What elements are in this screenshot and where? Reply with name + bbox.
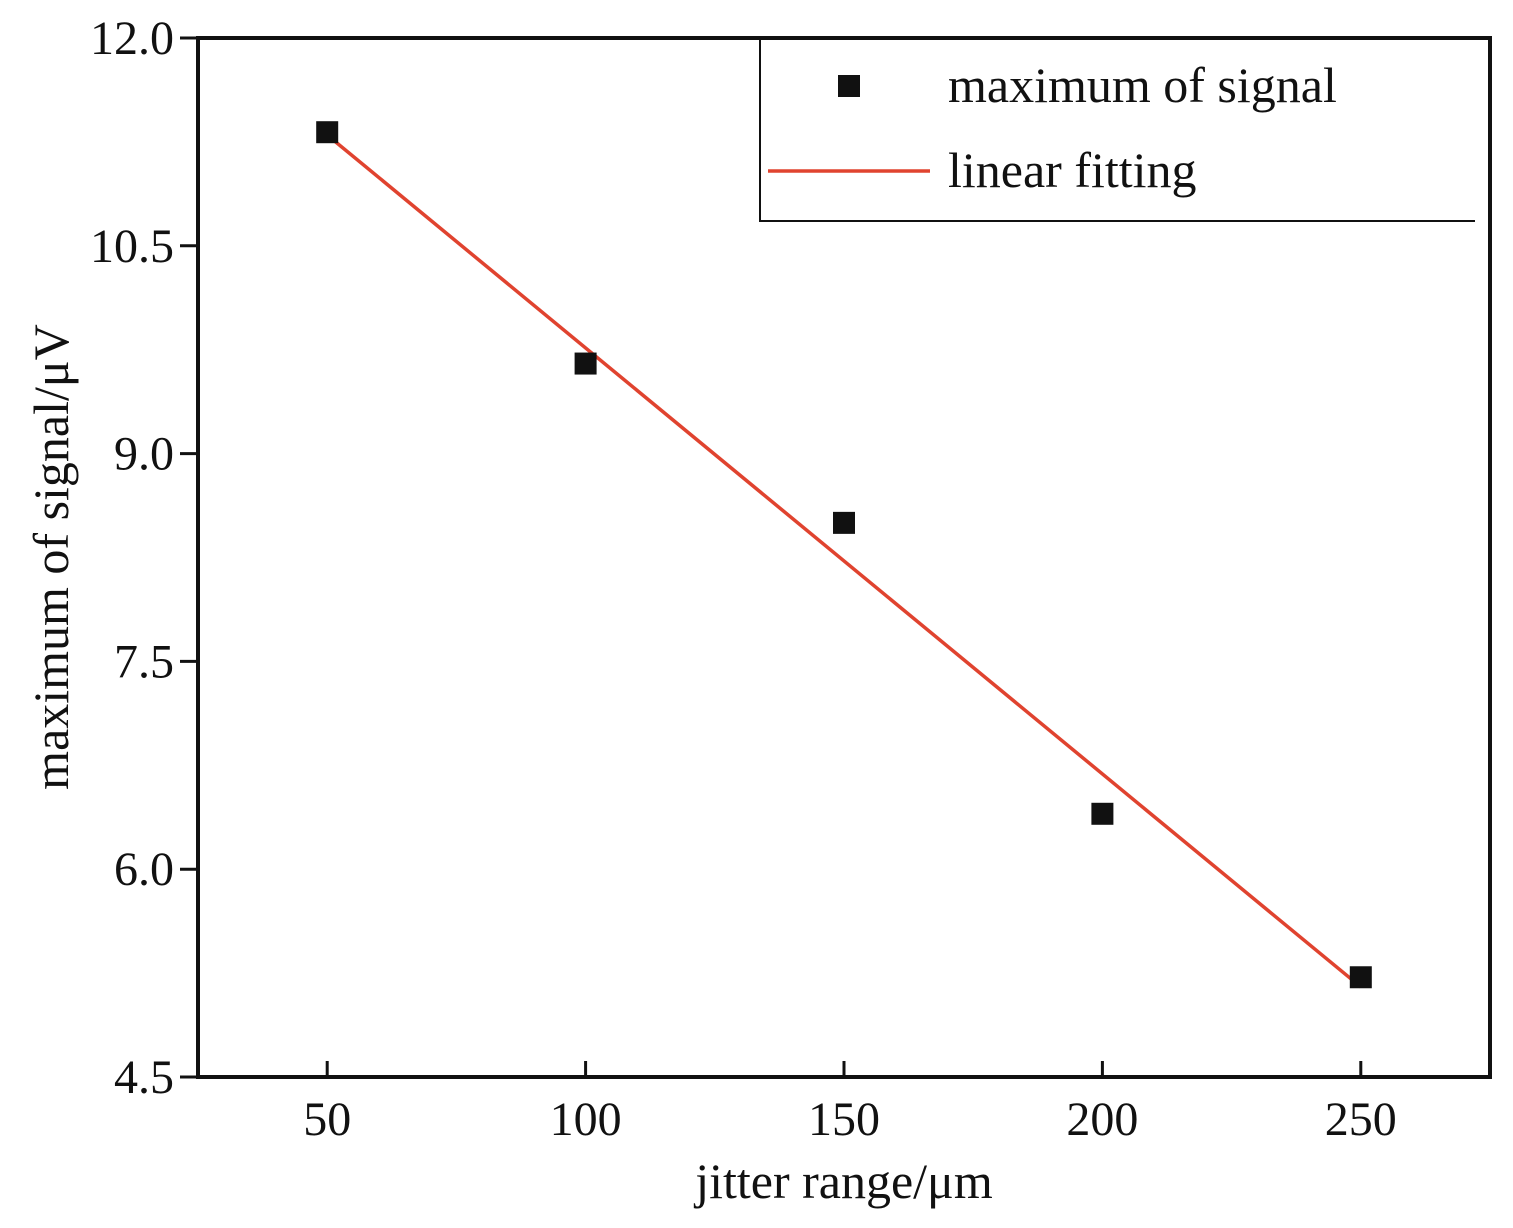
y-tick-label: 12.0 — [90, 12, 174, 65]
x-axis-ticks: 50 100 150 200 250 — [303, 1061, 1397, 1146]
legend-label: linear fitting — [948, 142, 1197, 198]
data-point — [833, 511, 855, 534]
legend-label: maximum of signal — [948, 57, 1337, 113]
data-point — [574, 352, 597, 375]
plot-frame — [196, 36, 1492, 1079]
data-point — [1091, 802, 1114, 825]
y-axis-label: maximum of signal/μV — [23, 324, 79, 790]
legend-marker-square — [838, 75, 860, 97]
x-tick-label: 100 — [550, 1093, 622, 1146]
y-axis-ticks: 4.5 6.0 7.5 9.0 10.5 12.0 — [90, 12, 198, 1104]
plot-area — [316, 121, 1372, 989]
y-tick-label: 6.0 — [114, 843, 174, 896]
x-axis-label: jitter range/μm — [693, 1153, 993, 1209]
data-point — [316, 121, 339, 144]
y-tick-label: 4.5 — [114, 1051, 174, 1104]
x-tick-label: 50 — [303, 1093, 351, 1146]
x-tick-label: 200 — [1066, 1093, 1138, 1146]
y-tick-label: 10.5 — [90, 220, 174, 273]
data-point — [1349, 966, 1372, 989]
fit-line — [326, 133, 1362, 989]
x-tick-label: 150 — [808, 1093, 880, 1146]
legend: maximum of signal linear fitting — [759, 38, 1475, 222]
legend-frame — [759, 38, 1475, 222]
y-tick-label: 7.5 — [114, 635, 174, 688]
x-tick-label: 250 — [1325, 1093, 1397, 1146]
y-tick-label: 9.0 — [114, 428, 174, 481]
